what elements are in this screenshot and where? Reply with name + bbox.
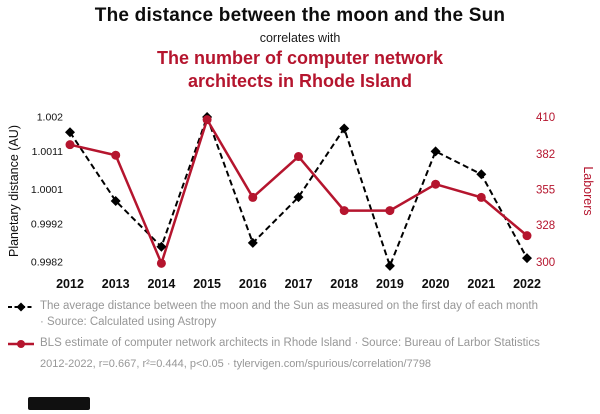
legend-black-label: The average distance between the moon an… [40, 300, 539, 328]
left-axis-title: Planetary distance (AU) [7, 124, 21, 258]
x-axis-tick: 2013 [102, 277, 130, 291]
secondary-title: The number of computer network architect… [156, 48, 444, 91]
red-series-point [385, 206, 395, 216]
black-series-point [522, 253, 532, 264]
x-axis-tick: 2018 [330, 277, 358, 291]
black-series-point [156, 241, 167, 252]
x-axis-tick: 2012 [56, 277, 84, 291]
red-series-point [476, 192, 486, 202]
red-series-point [431, 179, 441, 189]
legend-row-red: BLS estimate of computer network archite… [8, 336, 594, 352]
red-series-marker-icon [8, 340, 34, 349]
right-axis-tick: 410 [536, 112, 555, 124]
x-axis-tick: 2017 [285, 277, 313, 291]
watermark-badge [28, 397, 90, 410]
red-series-point [522, 231, 532, 241]
x-axis-tick: 2020 [422, 277, 450, 291]
black-series-point [339, 123, 350, 134]
legend: The average distance between the moon an… [8, 299, 594, 370]
right-axis-tick: 382 [536, 149, 555, 161]
red-series-point [248, 192, 258, 202]
red-series-line [69, 116, 528, 267]
black-series-point [384, 260, 395, 271]
x-axis-tick: 2016 [239, 277, 267, 291]
black-series-point [110, 195, 121, 206]
x-axis-tick: 2015 [193, 277, 221, 291]
x-axis-tick: 2022 [513, 277, 541, 291]
black-series-point [247, 237, 258, 248]
x-axis-tick: 2019 [376, 277, 404, 291]
connector-text: correlates with [259, 31, 341, 45]
red-series-point [339, 206, 349, 216]
black-series-point [430, 146, 441, 157]
x-axis-tick: 2014 [147, 277, 175, 291]
red-series-point [65, 140, 75, 150]
right-axis-tick: 328 [536, 220, 555, 232]
x-axis-tick: 2021 [467, 277, 495, 291]
red-series-point [156, 258, 166, 268]
legend-red-label: BLS estimate of computer network archite… [40, 337, 540, 350]
black-series-line [69, 114, 528, 269]
legend-row-black: The average distance between the moon an… [8, 299, 594, 330]
page-title: The distance between the moon and the Su… [94, 5, 506, 26]
left-axis-tick: 1.0001 [31, 184, 63, 196]
right-axis-title: Laborers [581, 166, 595, 216]
chart-header: The distance between the moon and the Su… [0, 5, 600, 92]
black-series-point [293, 192, 304, 203]
black-series-point [65, 127, 75, 138]
black-series-point [476, 169, 487, 180]
stats-footnote: 2012-2022, r=0.667, r²=0.444, p<0.05 · t… [40, 357, 432, 370]
right-axis-tick: 355 [536, 185, 555, 197]
left-axis-tick: 0.9992 [31, 218, 63, 230]
black-series-marker-icon [8, 302, 34, 312]
red-series-point [202, 115, 212, 125]
red-series-point [294, 152, 303, 162]
left-axis-tick: 1.002 [37, 112, 63, 124]
left-axis-tick: 0.9982 [31, 257, 63, 269]
left-axis-tick: 1.0011 [32, 146, 63, 158]
red-series-point [111, 150, 121, 160]
right-axis-tick: 300 [536, 257, 555, 269]
